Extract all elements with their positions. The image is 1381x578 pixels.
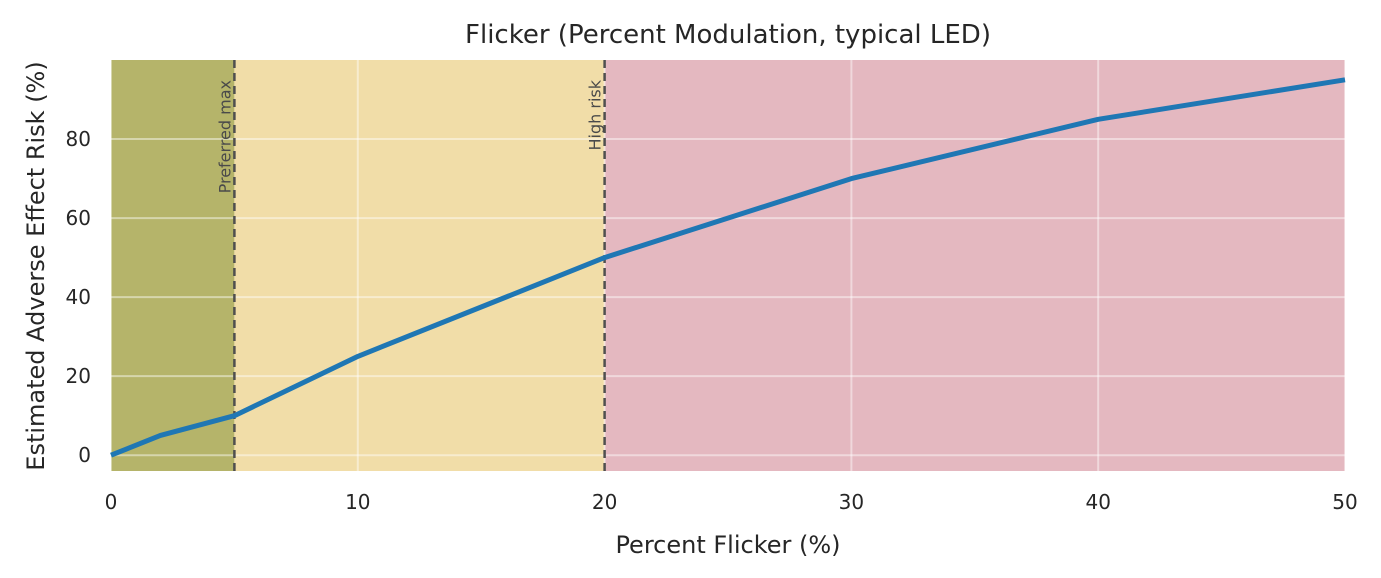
- y-tick-label-3: 60: [66, 206, 91, 230]
- y-axis-label: Estimated Adverse Effect Risk (%): [22, 61, 50, 470]
- shaded-region-1: [234, 60, 605, 471]
- y-tick-label-4: 80: [66, 127, 91, 151]
- x-axis-ticks: 0 10 20 30 40 50: [105, 490, 1358, 514]
- x-axis-label: Percent Flicker (%): [615, 531, 840, 559]
- x-tick-label-0: 0: [105, 490, 118, 514]
- shaded-regions: [111, 60, 1345, 471]
- x-tick-label-1: 10: [345, 490, 370, 514]
- y-tick-label-1: 20: [66, 364, 91, 388]
- y-tick-label-0: 0: [78, 443, 91, 467]
- x-tick-label-5: 50: [1332, 490, 1357, 514]
- x-tick-label-4: 40: [1085, 490, 1110, 514]
- chart-title: Flicker (Percent Modulation, typical LED…: [465, 20, 991, 50]
- y-tick-label-2: 40: [66, 285, 91, 309]
- data-series: [110, 77, 1346, 458]
- reference-lines: Preferred max High risk: [215, 60, 606, 471]
- x-tick-label-2: 20: [592, 490, 617, 514]
- reference-line-label-0: Preferred max: [215, 80, 234, 193]
- shaded-region-2: [604, 60, 1345, 471]
- reference-line-label-1: High risk: [586, 79, 605, 150]
- x-tick-label-3: 30: [839, 490, 864, 514]
- series-line-0: [110, 77, 1346, 458]
- y-axis-ticks: 0 20 40 60 80: [66, 127, 91, 467]
- shaded-region-0: [111, 60, 235, 471]
